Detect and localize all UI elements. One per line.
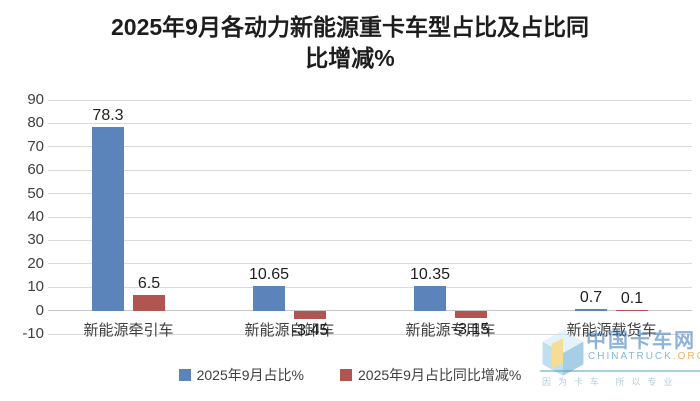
legend-item-share: 2025年9月占比%: [178, 365, 304, 385]
gridline: [48, 99, 692, 101]
bar-yoy-change: [294, 310, 326, 319]
data-label: -3.45: [291, 321, 329, 339]
x-axis-category-label: 新能源专用车: [405, 322, 496, 339]
bar-share: [575, 308, 607, 311]
data-label: 10.65: [248, 265, 290, 283]
bar-share: [414, 286, 446, 311]
gridline: [48, 169, 692, 171]
y-axis-tick-label: 20: [27, 254, 44, 272]
gridline: [48, 146, 692, 148]
y-axis-tick-label: -10: [22, 325, 44, 342]
legend-swatch-yoy-change: [340, 369, 352, 381]
y-axis-tick-label: 80: [27, 114, 44, 132]
data-label: 6.5: [137, 275, 161, 293]
legend: 2025年9月占比% 2025年9月占比同比增减%: [0, 365, 700, 385]
bar-yoy-change: [616, 310, 648, 312]
gridline: [48, 216, 692, 218]
y-axis-tick-label: 50: [27, 184, 44, 202]
chart-title-line1: 2025年9月各动力新能源重卡车型占比及占比同: [111, 14, 589, 40]
data-label: 0.7: [579, 288, 603, 306]
bar-yoy-change: [133, 295, 165, 311]
y-axis-tick-label: 40: [27, 208, 44, 225]
bar-share: [253, 285, 285, 311]
chart-title-line2: 比增减%: [305, 45, 395, 71]
gridline: [48, 333, 692, 335]
gridline: [48, 310, 692, 312]
gridline: [48, 122, 692, 124]
legend-label-share: 2025年9月占比%: [196, 367, 304, 383]
x-axis-category-label: 新能源牵引车: [83, 322, 174, 339]
gridline: [48, 193, 692, 195]
x-axis-category-label: 新能源载货车: [566, 322, 657, 339]
y-axis-tick-label: 10: [27, 278, 44, 296]
legend-swatch-share: [178, 369, 191, 381]
y-axis-tick-label: 90: [27, 91, 44, 108]
bar-share: [92, 127, 124, 311]
data-label: 0.1: [620, 290, 644, 308]
x-axis-category-label: 新能源自卸车: [244, 322, 335, 339]
data-label: 78.3: [92, 107, 124, 125]
gridline: [48, 239, 692, 241]
y-axis-tick-label: 30: [27, 231, 44, 249]
bar-yoy-change: [455, 310, 487, 318]
gridline: [48, 286, 692, 288]
y-axis-tick-label: 60: [27, 161, 44, 179]
chart-title: 2025年9月各动力新能源重卡车型占比及占比同 比增减%: [0, 12, 700, 74]
legend-item-yoy-change: 2025年9月占比同比增减%: [340, 365, 521, 385]
y-axis-tick-label: 0: [35, 301, 44, 319]
data-label: -3.15: [452, 320, 490, 338]
gridline: [48, 263, 692, 265]
y-axis-tick-label: 70: [27, 137, 44, 155]
legend-label-yoy-change: 2025年9月占比同比增减%: [358, 367, 522, 383]
data-label: 10.35: [409, 266, 451, 284]
